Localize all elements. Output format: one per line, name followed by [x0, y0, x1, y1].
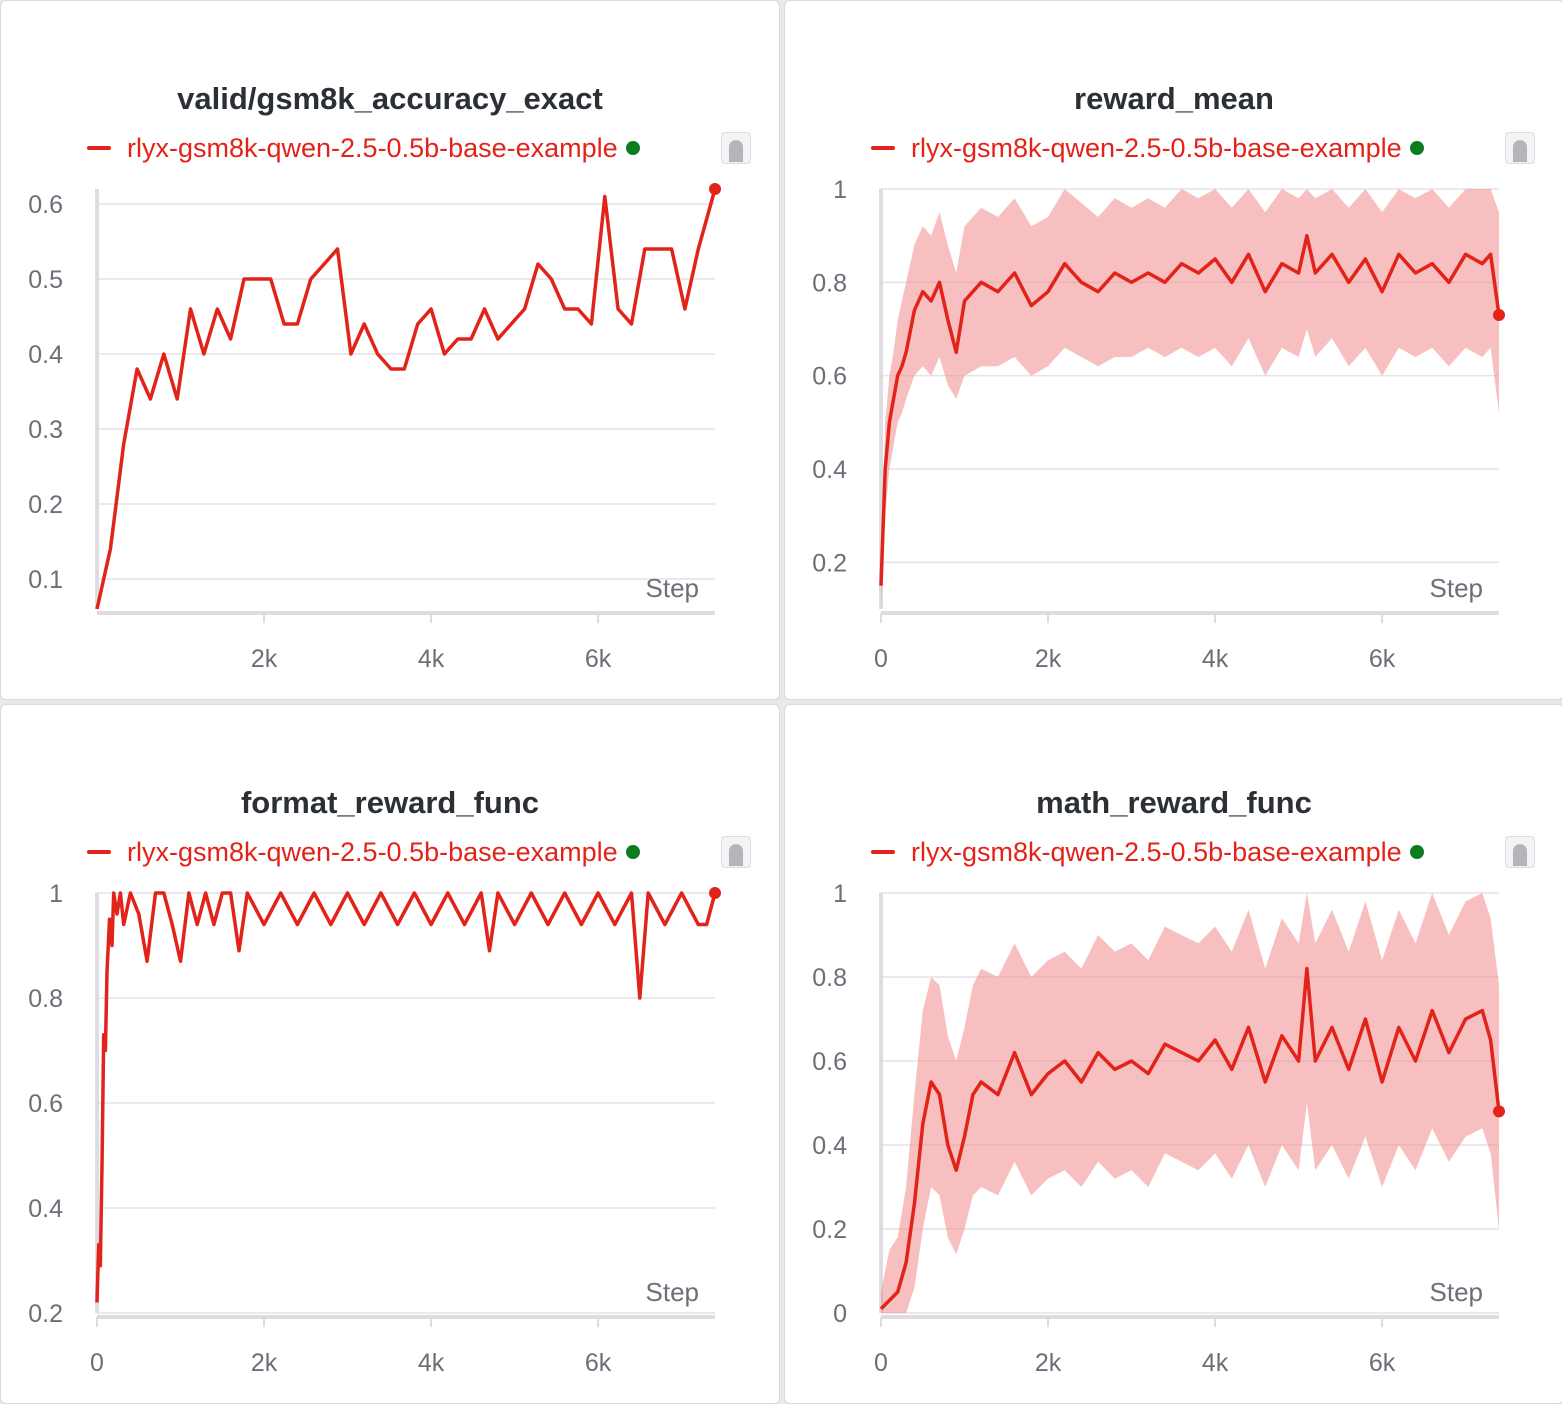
- series-line: [95, 891, 717, 1303]
- x-tick-label: 6k: [585, 1349, 612, 1377]
- series-end-point: [1493, 1105, 1505, 1118]
- series-band: [881, 893, 1499, 1313]
- run-status-dot: [625, 845, 640, 859]
- series-end-point: [1493, 309, 1505, 321]
- y-tick-label: 0.4: [28, 341, 63, 369]
- y-tick-label: 1: [833, 176, 847, 204]
- y-tick-label: 0.1: [28, 566, 63, 594]
- y-tick-label: 0.4: [812, 456, 847, 484]
- run-status-dot: [1409, 141, 1424, 155]
- plot-area[interactable]: 0 0.2 0.4 0.6 0.8 1 0 2k 4k 6k Step: [785, 705, 1562, 1403]
- x-tick-label: 2k: [251, 645, 278, 673]
- x-axis-label: Step: [646, 573, 700, 603]
- x-tick-label: 2k: [1035, 1349, 1062, 1377]
- chart-title: reward_mean: [1074, 81, 1274, 116]
- legend-scroll-handle[interactable]: [721, 836, 751, 868]
- series-band: [881, 189, 1499, 609]
- y-tick-label: 0.2: [812, 1216, 847, 1244]
- x-tick-label: 2k: [251, 1349, 278, 1377]
- series-line: [879, 966, 1501, 1311]
- y-tick-label: 0.8: [28, 985, 63, 1013]
- series-line: [879, 233, 1501, 586]
- run-status-dot: [625, 141, 640, 155]
- chart-panel-reward-mean: reward_mean rlyx-gsm8k-qwen-2.5-0.5b-bas…: [784, 0, 1562, 700]
- y-tick-label: 1: [833, 880, 847, 908]
- legend-run-name[interactable]: rlyx-gsm8k-qwen-2.5-0.5b-base-example: [911, 132, 1402, 163]
- series-end-point: [709, 183, 721, 195]
- plot-area[interactable]: 0.2 0.4 0.6 0.8 1 0 2k 4k 6k Step: [1, 705, 779, 1403]
- y-tick-label: 0.4: [28, 1195, 63, 1223]
- legend-run-name[interactable]: rlyx-gsm8k-qwen-2.5-0.5b-base-example: [911, 836, 1402, 867]
- x-axis-label: Step: [1430, 1277, 1484, 1307]
- y-tick-label: 0.6: [812, 363, 847, 391]
- y-tick-label: 0.5: [28, 266, 63, 294]
- series-end-point: [709, 887, 721, 899]
- legend[interactable]: rlyx-gsm8k-qwen-2.5-0.5b-base-example: [87, 131, 640, 165]
- y-tick-label: 0.2: [28, 1300, 63, 1328]
- chart-panel-format-reward: format_reward_func rlyx-gsm8k-qwen-2.5-0…: [0, 704, 780, 1404]
- legend-swatch: [87, 850, 111, 854]
- x-tick-label: 6k: [1369, 1349, 1396, 1377]
- x-tick-label: 4k: [418, 1349, 445, 1377]
- legend-run-name[interactable]: rlyx-gsm8k-qwen-2.5-0.5b-base-example: [127, 132, 618, 163]
- plot-area[interactable]: 0.2 0.4 0.6 0.8 1 0 2k 4k 6k Step: [785, 1, 1562, 699]
- y-tick-label: 0.4: [812, 1132, 847, 1160]
- legend-swatch: [87, 146, 111, 150]
- y-tick-label: 0: [833, 1300, 847, 1328]
- legend-run-name[interactable]: rlyx-gsm8k-qwen-2.5-0.5b-base-example: [127, 836, 618, 867]
- x-tick-label: 6k: [585, 645, 612, 673]
- chart-title: math_reward_func: [1036, 785, 1312, 820]
- x-axis-label: Step: [646, 1277, 700, 1307]
- y-tick-label: 0.6: [28, 191, 63, 219]
- legend[interactable]: rlyx-gsm8k-qwen-2.5-0.5b-base-example: [87, 835, 640, 869]
- y-tick-label: 0.3: [28, 416, 63, 444]
- x-tick-label: 6k: [1369, 645, 1396, 673]
- legend-scroll-handle[interactable]: [1505, 132, 1535, 164]
- legend[interactable]: rlyx-gsm8k-qwen-2.5-0.5b-base-example: [871, 835, 1424, 869]
- y-tick-label: 1: [49, 880, 63, 908]
- y-tick-label: 0.8: [812, 964, 847, 992]
- x-tick-label: 4k: [418, 645, 445, 673]
- plot-area[interactable]: 0.1 0.2 0.3 0.4 0.5 0.6 2k 4k 6k Step: [1, 1, 779, 699]
- x-tick-label: 2k: [1035, 645, 1062, 673]
- chart-title: format_reward_func: [240, 785, 540, 820]
- x-tick-label: 0: [874, 1349, 888, 1377]
- x-tick-label: 4k: [1202, 1349, 1229, 1377]
- chart-title: valid/gsm8k_accuracy_exact: [177, 81, 603, 116]
- chart-panel-accuracy: valid/gsm8k_accuracy_exact rlyx-gsm8k-qw…: [0, 0, 780, 700]
- y-tick-label: 0.6: [812, 1048, 847, 1076]
- legend-scroll-handle[interactable]: [1505, 836, 1535, 868]
- run-status-dot: [1409, 845, 1424, 859]
- y-tick-label: 0.2: [28, 491, 63, 519]
- y-tick-label: 0.2: [812, 549, 847, 577]
- x-tick-label: 4k: [1202, 645, 1229, 673]
- series-line: [95, 188, 717, 610]
- chart-panel-math-reward: math_reward_func rlyx-gsm8k-qwen-2.5-0.5…: [784, 704, 1562, 1404]
- legend-scroll-handle[interactable]: [721, 132, 751, 164]
- legend-swatch: [871, 146, 895, 150]
- y-tick-label: 0.8: [812, 269, 847, 297]
- x-tick-label: 0: [90, 1349, 104, 1377]
- y-tick-label: 0.6: [28, 1090, 63, 1118]
- x-axis-label: Step: [1430, 573, 1484, 603]
- legend-swatch: [871, 850, 895, 854]
- legend[interactable]: rlyx-gsm8k-qwen-2.5-0.5b-base-example: [871, 131, 1424, 165]
- x-tick-label: 0: [874, 645, 888, 673]
